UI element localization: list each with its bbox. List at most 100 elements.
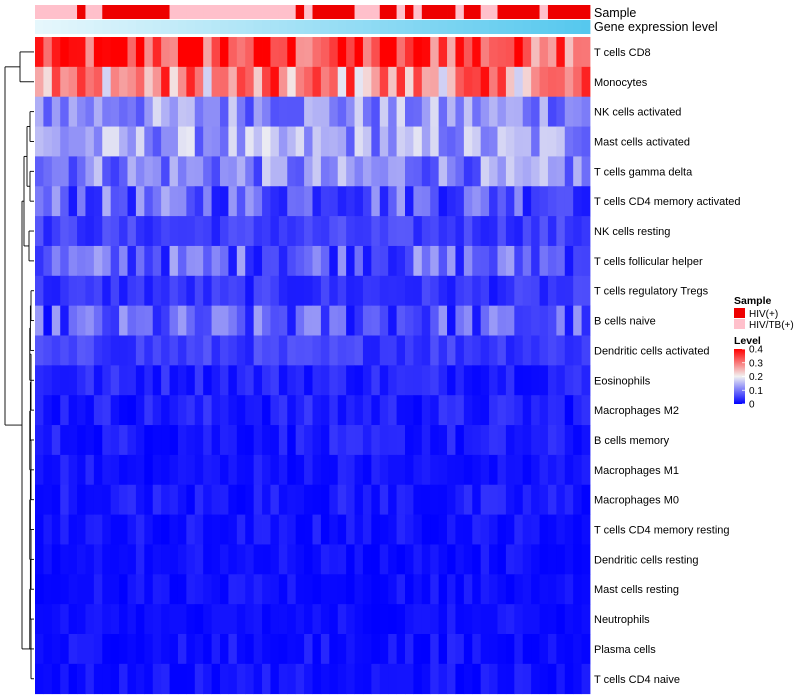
heatmap-cell xyxy=(354,425,364,456)
heatmap-cell xyxy=(77,66,86,98)
expression-annotation-cell xyxy=(228,20,238,34)
heatmap-cell xyxy=(85,335,95,366)
heatmap-cell xyxy=(329,663,339,695)
heatmap-cell xyxy=(102,604,112,635)
heatmap-cell xyxy=(194,156,204,187)
heatmap-cell xyxy=(505,66,515,98)
expression-annotation-cell xyxy=(169,20,179,34)
heatmap-cell xyxy=(489,514,498,545)
heatmap-cell xyxy=(564,96,574,127)
expression-annotation-cell xyxy=(253,20,263,34)
heatmap-cell xyxy=(186,395,196,426)
heatmap-cell xyxy=(447,37,456,68)
heatmap-cell xyxy=(438,96,448,127)
heatmap-cell xyxy=(102,425,112,456)
heatmap-cell xyxy=(203,514,212,545)
heatmap-cell xyxy=(85,245,95,277)
heatmap-cell xyxy=(177,245,187,277)
heatmap-cell xyxy=(304,514,313,545)
heatmap-cell xyxy=(236,156,246,187)
heatmap-cell xyxy=(152,514,162,545)
heatmap-cell xyxy=(278,425,288,456)
heatmap-cell xyxy=(278,126,288,157)
sample-annotation-cell xyxy=(472,5,482,19)
heatmap-cell xyxy=(388,484,397,515)
heatmap-cell xyxy=(135,425,145,456)
heatmap-cell xyxy=(430,335,440,366)
heatmap-cell xyxy=(413,305,423,336)
expression-annotation-cell xyxy=(337,20,347,34)
heatmap-cell xyxy=(472,574,482,605)
heatmap-cell xyxy=(262,544,271,575)
heatmap-cell xyxy=(438,484,448,515)
heatmap-cell xyxy=(354,156,364,187)
sample-annotation-cell xyxy=(177,5,187,19)
heatmap-cell xyxy=(564,365,574,396)
heatmap-cell xyxy=(379,126,389,157)
heatmap-cell xyxy=(320,514,330,545)
heatmap-cell xyxy=(43,275,53,307)
heatmap-cell xyxy=(253,484,263,515)
heatmap-cell xyxy=(169,604,179,635)
heatmap-cell xyxy=(287,245,297,277)
heatmap-cell xyxy=(337,37,347,68)
heatmap-cell xyxy=(362,395,372,426)
heatmap-cell xyxy=(497,604,507,635)
heatmap-cell xyxy=(110,514,120,545)
heatmap-cell xyxy=(144,126,154,157)
heatmap-cell xyxy=(430,544,440,575)
heatmap-cell xyxy=(135,484,145,515)
heatmap-cell xyxy=(278,216,288,247)
heatmap-cell xyxy=(295,126,305,157)
heatmap-cell xyxy=(405,216,414,247)
sample-annotation-cell xyxy=(581,5,591,19)
heatmap-cell xyxy=(539,66,549,98)
heatmap-cell xyxy=(51,245,61,277)
heatmap-cell xyxy=(346,544,355,575)
heatmap-cell xyxy=(51,305,61,336)
heatmap-cell xyxy=(43,126,53,157)
heatmap-cell xyxy=(455,663,465,695)
heatmap-cell xyxy=(547,66,557,98)
heatmap-cell xyxy=(270,454,280,486)
heatmap-cell xyxy=(110,275,120,307)
heatmap-cell xyxy=(194,66,204,98)
heatmap-cell xyxy=(564,514,574,545)
heatmap-cell xyxy=(110,574,120,605)
heatmap-cell xyxy=(531,395,540,426)
heatmap-cell xyxy=(531,275,540,307)
heatmap-cell xyxy=(287,126,297,157)
heatmap-cell xyxy=(362,245,372,277)
heatmap-cell xyxy=(371,37,381,68)
heatmap-cell xyxy=(253,663,263,695)
heatmap-cell xyxy=(320,66,330,98)
sample-annotation-cell xyxy=(438,5,448,19)
heatmap-cell xyxy=(262,574,271,605)
heatmap-cell xyxy=(539,335,549,366)
heatmap-cell xyxy=(245,66,255,98)
heatmap-cell xyxy=(472,275,482,307)
heatmap-cell xyxy=(497,574,507,605)
heatmap-cell xyxy=(438,634,448,665)
heatmap-cell xyxy=(194,275,204,307)
heatmap-cell xyxy=(346,634,355,665)
heatmap-cell xyxy=(505,275,515,307)
heatmap-cell xyxy=(211,634,221,665)
heatmap-cell xyxy=(438,514,448,545)
heatmap-cell xyxy=(203,574,212,605)
heatmap-cell xyxy=(85,544,95,575)
heatmap-cell xyxy=(337,663,347,695)
heatmap-cell xyxy=(396,604,406,635)
heatmap-cell xyxy=(312,66,322,98)
heatmap-cell xyxy=(514,275,524,307)
heatmap-cell xyxy=(135,186,145,217)
heatmap-cell xyxy=(430,425,440,456)
heatmap-cell xyxy=(388,425,397,456)
heatmap-cell xyxy=(169,335,179,366)
heatmap-cell xyxy=(85,574,95,605)
heatmap-cell xyxy=(539,156,549,187)
heatmap-cell xyxy=(455,514,465,545)
heatmap-cell xyxy=(68,604,78,635)
expression-annotation-cell xyxy=(581,20,591,34)
heatmap-cell xyxy=(388,37,397,68)
